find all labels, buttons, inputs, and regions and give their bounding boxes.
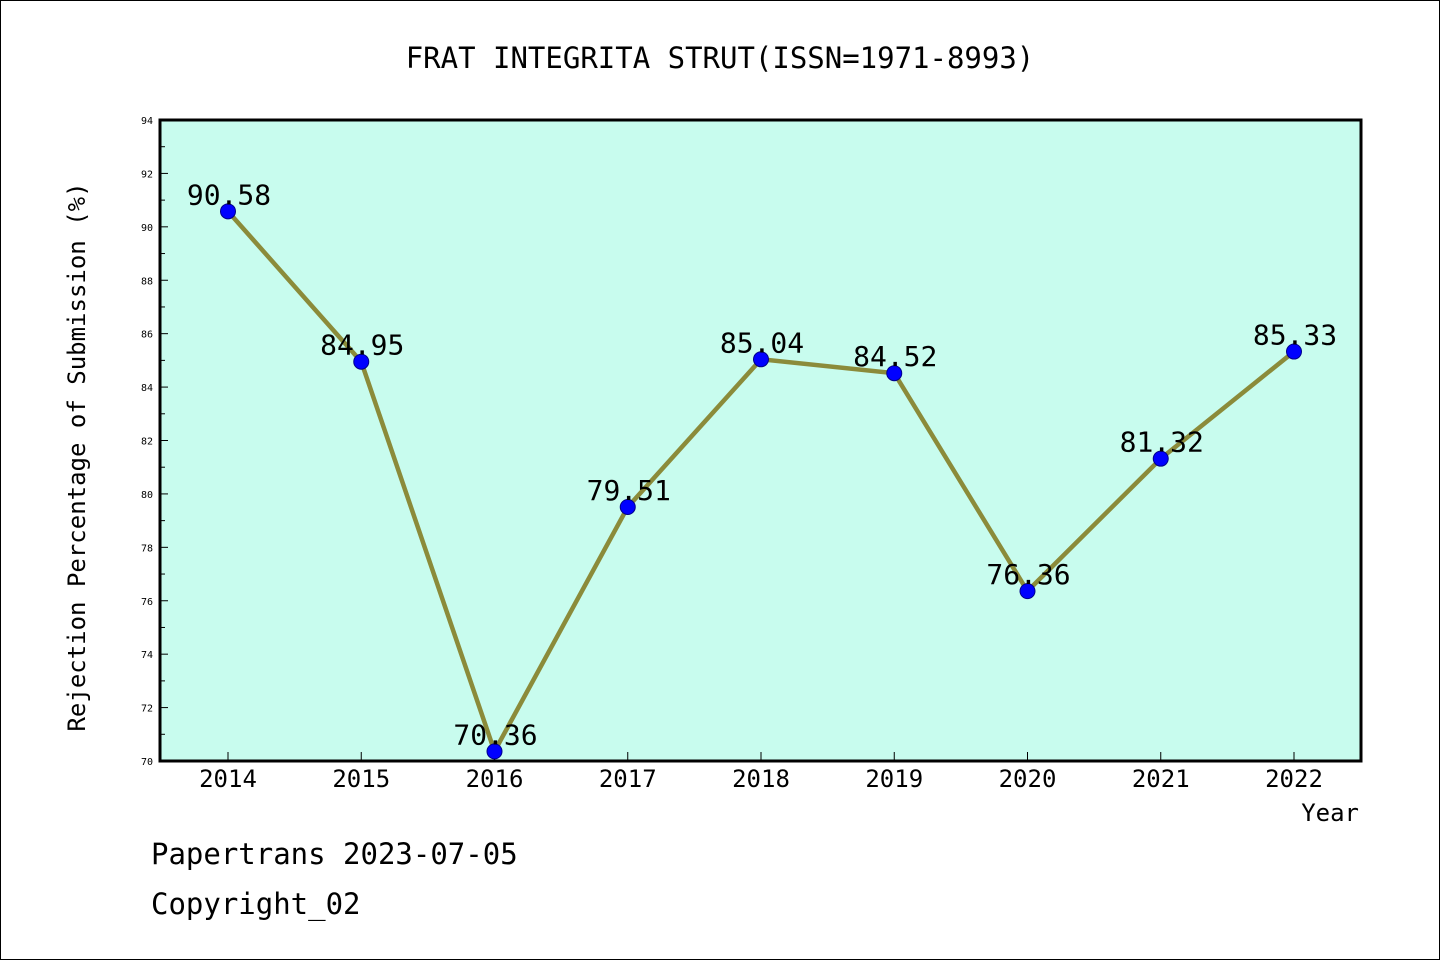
x-tick-label: 2016	[466, 765, 524, 793]
y-tick-label: 82	[141, 437, 153, 448]
data-point	[886, 365, 903, 382]
footer-date-text: Papertrans 2023-07-05	[151, 837, 518, 871]
data-point	[619, 499, 636, 516]
data-label: 84.52	[853, 340, 937, 373]
y-axis-label: Rejection Percentage of Submission (%)	[63, 182, 91, 731]
data-point	[1286, 343, 1302, 360]
data-label: 79.51	[587, 474, 671, 507]
x-axis-ticks: 2014 2015 2016 2017 2018 2019 2020 2021 2022	[199, 752, 1323, 793]
x-axis-label: Year	[1301, 799, 1359, 827]
y-tick-label: 80	[141, 490, 153, 501]
x-tick-label: 2020	[999, 765, 1057, 793]
y-tick-label: 92	[141, 169, 153, 180]
data-label: 85.04	[720, 326, 804, 359]
y-tick-label: 70	[141, 757, 153, 768]
chart-title: FRAT INTEGRITA STRUT(ISSN=1971-8993)	[406, 41, 1035, 75]
data-label: 70.36	[453, 718, 537, 751]
data-label: 90.58	[187, 178, 271, 211]
footer-copyright-text: Copyright_02	[151, 887, 361, 921]
y-tick-label: 74	[141, 650, 153, 661]
data-label: 76.36	[986, 558, 1070, 591]
y-tick-label: 90	[141, 223, 153, 234]
data-point	[353, 353, 370, 370]
y-tick-label: 72	[141, 704, 153, 715]
y-axis-ticks: 70 72 74 76 78 80 82 84 86 88 90 92 94	[141, 116, 168, 768]
data-point	[1152, 450, 1169, 467]
data-point	[220, 203, 236, 220]
x-tick-label: 2015	[332, 765, 390, 793]
x-tick-label: 2017	[599, 765, 657, 793]
data-point	[1019, 583, 1036, 600]
y-tick-label: 78	[141, 543, 153, 554]
x-tick-label: 2019	[865, 765, 923, 793]
y-tick-label: 86	[141, 330, 153, 341]
y-tick-label: 94	[141, 116, 153, 127]
data-point	[753, 351, 769, 368]
x-tick-label: 2021	[1132, 765, 1190, 793]
y-tick-label: 84	[141, 383, 153, 394]
data-label: 81.32	[1120, 426, 1204, 459]
data-point	[486, 743, 503, 760]
y-tick-label: 88	[141, 276, 153, 287]
x-tick-label: 2014	[199, 765, 257, 793]
x-tick-label: 2022	[1265, 765, 1323, 793]
data-label: 85.33	[1253, 319, 1337, 352]
plot-area	[158, 118, 1363, 763]
x-tick-label: 2018	[732, 765, 790, 793]
y-tick-label: 76	[141, 597, 153, 608]
series-layer: 90.58 84.95 70.36 79.51 85.04 84.52 76.36 81.32…	[187, 178, 1337, 760]
data-label: 84.95	[320, 329, 404, 362]
